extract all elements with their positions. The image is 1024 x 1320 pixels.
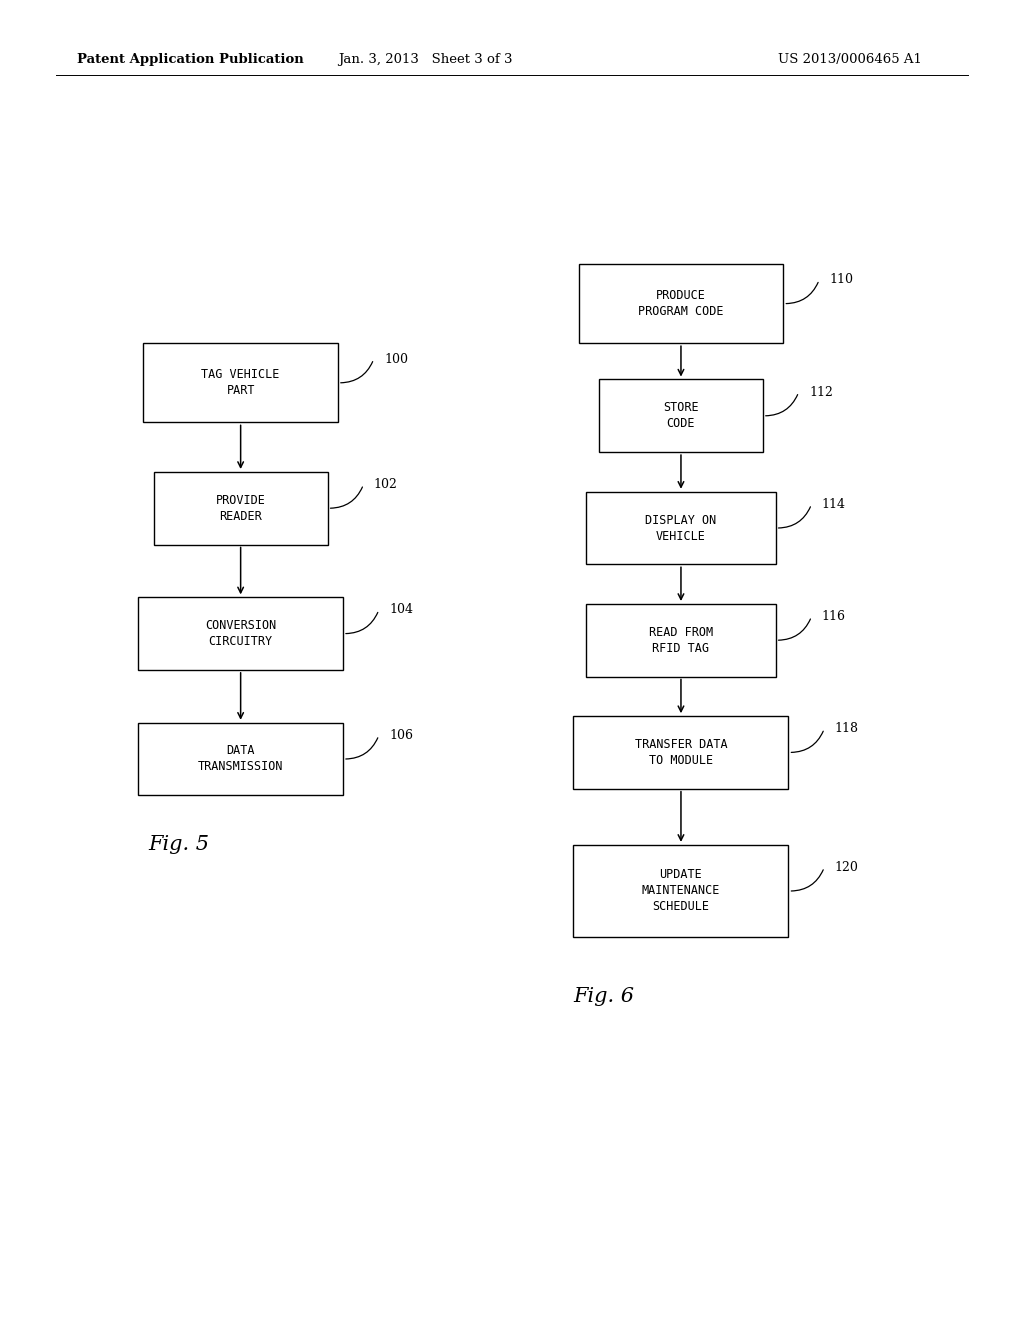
Text: DISPLAY ON
VEHICLE: DISPLAY ON VEHICLE [645, 513, 717, 543]
Text: 112: 112 [809, 385, 833, 399]
Text: PRODUCE
PROGRAM CODE: PRODUCE PROGRAM CODE [638, 289, 724, 318]
Text: STORE
CODE: STORE CODE [664, 401, 698, 430]
Text: Jan. 3, 2013   Sheet 3 of 3: Jan. 3, 2013 Sheet 3 of 3 [338, 53, 512, 66]
Text: 100: 100 [384, 352, 408, 366]
Bar [143, 343, 338, 422]
Text: 102: 102 [374, 478, 397, 491]
Text: 106: 106 [389, 729, 413, 742]
Text: Fig. 6: Fig. 6 [573, 987, 635, 1006]
Bar [154, 471, 328, 544]
Bar [138, 597, 343, 671]
Text: CONVERSION
CIRCUITRY: CONVERSION CIRCUITRY [205, 619, 276, 648]
Bar [573, 715, 788, 789]
Text: 118: 118 [835, 722, 858, 735]
Text: US 2013/0006465 A1: US 2013/0006465 A1 [778, 53, 923, 66]
Text: Fig. 5: Fig. 5 [148, 836, 210, 854]
Text: 116: 116 [822, 610, 846, 623]
Text: TRANSFER DATA
TO MODULE: TRANSFER DATA TO MODULE [635, 738, 727, 767]
Text: DATA
TRANSMISSION: DATA TRANSMISSION [198, 744, 284, 774]
Bar [573, 845, 788, 937]
Text: Patent Application Publication: Patent Application Publication [77, 53, 303, 66]
Bar [586, 491, 776, 565]
Text: READ FROM
RFID TAG: READ FROM RFID TAG [649, 626, 713, 655]
Text: 110: 110 [829, 273, 853, 286]
Text: 114: 114 [822, 498, 846, 511]
Bar [138, 723, 343, 795]
Text: PROVIDE
READER: PROVIDE READER [216, 494, 265, 523]
Bar [579, 264, 783, 343]
Text: UPDATE
MAINTENANCE
SCHEDULE: UPDATE MAINTENANCE SCHEDULE [642, 869, 720, 913]
Text: 120: 120 [835, 861, 858, 874]
Bar [599, 379, 763, 451]
Text: 104: 104 [389, 603, 413, 616]
Text: TAG VEHICLE
PART: TAG VEHICLE PART [202, 368, 280, 397]
Bar [586, 605, 776, 676]
